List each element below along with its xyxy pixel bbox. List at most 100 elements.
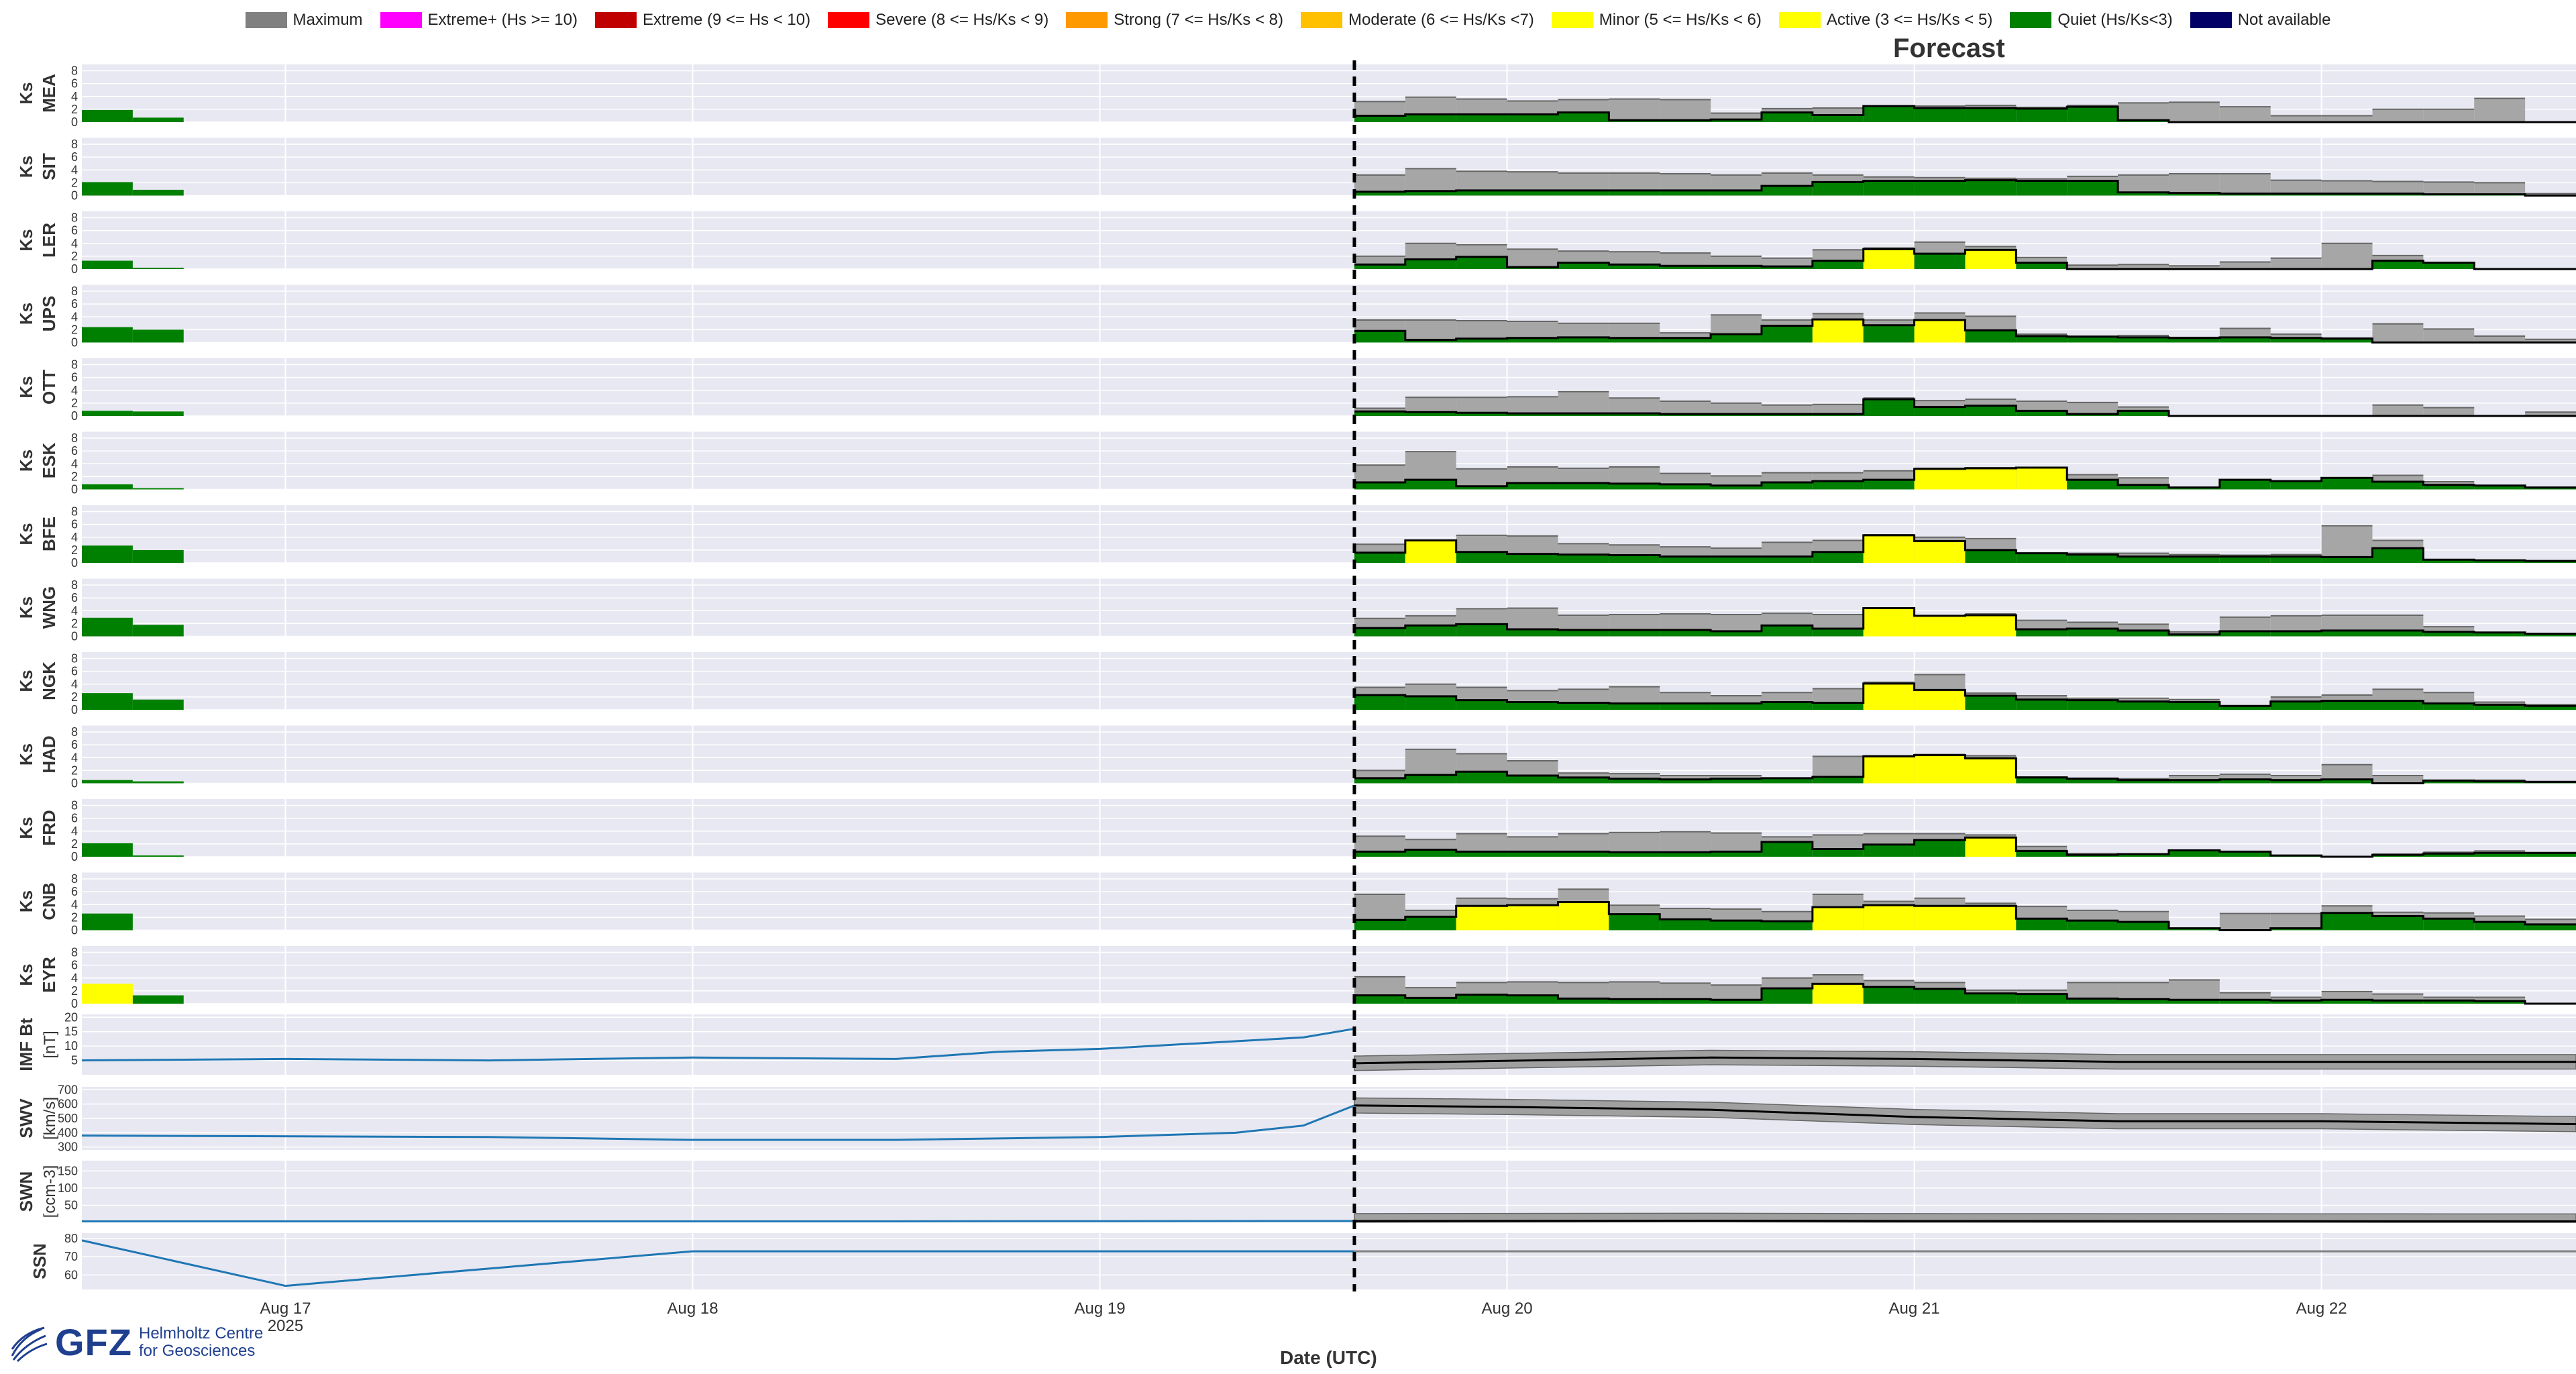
- forecast-value-bar: [1965, 615, 2017, 637]
- forecast-median-step: [1354, 398, 2576, 417]
- forecast-value-bar: [2474, 1001, 2526, 1004]
- y-tick-label: 0: [71, 336, 78, 350]
- forecast-value-bar: [1812, 702, 1864, 710]
- forecast-value-bar: [1660, 999, 1711, 1004]
- observed-bar: [132, 411, 184, 416]
- forecast-value-bar: [1354, 778, 1405, 784]
- forecast-value-bar: [1558, 777, 1609, 784]
- logo-line-1: Helmholtz Centre: [138, 1324, 264, 1342]
- forecast-value-bar: [2423, 918, 2475, 931]
- legend-item[interactable]: Maximum: [245, 11, 363, 30]
- forecast-value-bar: [2474, 632, 2526, 637]
- y-tick-label: 6: [71, 77, 78, 91]
- forecast-value-bar: [2423, 262, 2475, 269]
- x-tick-label: Aug 21: [1889, 1300, 1940, 1318]
- legend: Maximum Extreme+ (Hs >= 10) Extreme (9 <= …: [0, 7, 2576, 34]
- forecast-max-bar: [1711, 403, 1762, 416]
- forecast-value-bar: [2423, 631, 2475, 637]
- y-tick-label: 4: [71, 678, 78, 691]
- y-tick-label: 600: [58, 1098, 78, 1111]
- legend-swatch: [1778, 12, 1821, 28]
- legend-label: Extreme+ (Hs >= 10): [427, 11, 578, 29]
- legend-item[interactable]: Moderate (6 <= Hs/Ks <7): [1301, 11, 1534, 30]
- legend-item[interactable]: Extreme+ (Hs >= 10): [380, 11, 578, 30]
- forecast-value-bar: [2219, 480, 2271, 490]
- forecast-value-bar: [2016, 777, 2068, 784]
- forecast-value-bar: [1609, 264, 1660, 269]
- forecast-value-bar: [1609, 337, 1660, 343]
- forecast-max-bar: [2423, 109, 2475, 122]
- axis-ks-label: Ks: [16, 82, 36, 104]
- forecast-value-bar: [1711, 556, 1762, 563]
- y-tick-label: 100: [58, 1181, 78, 1195]
- legend-item[interactable]: Not available: [2190, 11, 2330, 30]
- observed-bar: [132, 549, 184, 563]
- forecast-value-bar: [2321, 338, 2373, 343]
- forecast-value-bar: [1456, 624, 1507, 637]
- axis-ks-label: Ks: [16, 890, 36, 912]
- y-tick-label: 4: [71, 531, 78, 544]
- y-tick-label: 2: [71, 617, 78, 630]
- observed-bar: [132, 268, 184, 269]
- y-tick-label: 2: [71, 103, 78, 116]
- forecast-value-bar: [1761, 921, 1813, 931]
- y-tick-label: 10: [64, 1039, 78, 1053]
- axis-ks-label: Ks: [16, 229, 36, 251]
- legend-label: Minor (5 <= Hs/Ks < 6): [1599, 11, 1762, 29]
- legend-item[interactable]: Minor (5 <= Hs/Ks < 6): [1551, 11, 1762, 30]
- forecast-value-bar: [1711, 119, 1762, 122]
- observed-bar: [82, 984, 133, 1004]
- forecast-value-bar: [1761, 482, 1813, 490]
- y-tick-label: 6: [71, 812, 78, 825]
- forecast-value-bar: [1609, 914, 1660, 931]
- forecast-value-bar: [1863, 756, 1915, 784]
- forecast-max-bar: [1507, 249, 1558, 269]
- legend-item[interactable]: Severe (8 <= Hs/Ks < 9): [828, 11, 1049, 30]
- observed-line: [81, 1239, 1354, 1287]
- forecast-value-bar: [2067, 107, 2118, 122]
- forecast-value-bar: [1761, 556, 1813, 563]
- legend-item[interactable]: Strong (7 <= Hs/Ks < 8): [1066, 11, 1283, 30]
- forecast-value-bar: [1914, 615, 1966, 637]
- forecast-value-bar: [1914, 407, 1966, 416]
- forecast-value-bar: [2016, 851, 2068, 857]
- y-tick-label: 8: [71, 138, 78, 151]
- forecast-value-bar: [2016, 411, 2068, 416]
- forecast-value-bar: [2321, 700, 2373, 710]
- forecast-value-bar: [1965, 993, 2017, 1004]
- forecast-max-bar: [2474, 182, 2526, 196]
- station-name-label: WNG: [39, 586, 59, 629]
- legend-item[interactable]: Extreme (9 <= Hs < 10): [594, 11, 810, 30]
- forecast-median-step: [1354, 179, 2576, 197]
- forecast-value-bar: [1405, 114, 1456, 122]
- legend-item[interactable]: Active (3 <= Hs/Ks < 5): [1778, 11, 1992, 30]
- forecast-value-bar: [2525, 924, 2576, 931]
- x-tick-label: Aug 18: [667, 1300, 718, 1318]
- forecast-max-bar: [2321, 180, 2373, 196]
- forecast-value-bar: [1965, 837, 2017, 857]
- forecast-value-bar: [1507, 905, 1558, 931]
- y-tick-label: 8: [71, 872, 78, 886]
- legend-swatch: [594, 12, 637, 28]
- forecast-value-bar: [1507, 776, 1558, 784]
- panel-name-label: SSN: [30, 1243, 50, 1279]
- forecast-value-bar: [2423, 780, 2475, 784]
- station-axis-label: Ks WNG: [16, 586, 59, 629]
- forecast-value-bar: [2270, 556, 2322, 563]
- station-name-label: OTT: [39, 370, 59, 405]
- forecast-value-bar: [2016, 180, 2068, 196]
- legend-swatch: [2010, 12, 2052, 28]
- forecast-line: [1354, 1056, 2576, 1065]
- forecast-value-bar: [2067, 629, 2118, 637]
- forecast-value-bar: [1558, 413, 1609, 416]
- forecast-value-bar: [1965, 549, 2017, 563]
- forecast-max-bar: [2423, 407, 2475, 416]
- forecast-value-bar: [1812, 115, 1864, 122]
- forecast-median-step: [1354, 105, 2576, 123]
- forecast-median-step: [1354, 682, 2576, 707]
- forecast-value-bar: [1354, 695, 1405, 710]
- forecast-value-bar: [1609, 190, 1660, 196]
- forecast-value-bar: [1456, 486, 1507, 490]
- legend-item[interactable]: Quiet (Hs/Ks<3): [2010, 11, 2173, 30]
- observed-bar: [82, 780, 133, 784]
